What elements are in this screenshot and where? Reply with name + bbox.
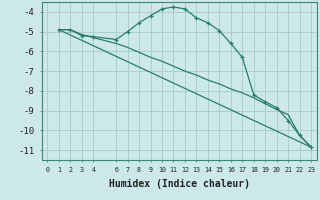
X-axis label: Humidex (Indice chaleur): Humidex (Indice chaleur) xyxy=(109,179,250,189)
